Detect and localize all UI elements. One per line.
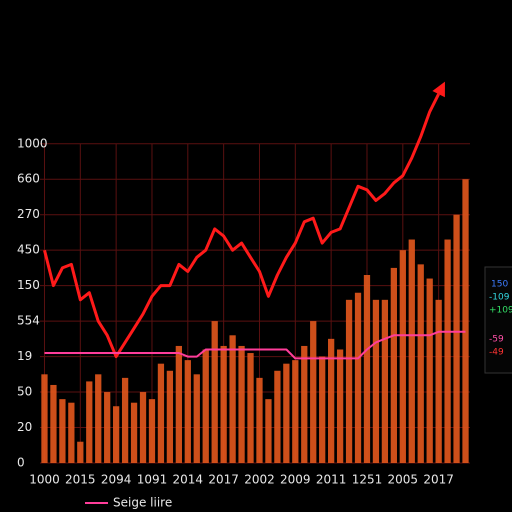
bar: [130, 402, 138, 463]
bar: [319, 356, 326, 463]
bar: [354, 292, 362, 463]
y-tick-label: 19: [17, 349, 32, 363]
y-tick-label: 20: [17, 420, 32, 434]
side-panel: 150 -109 +109 -59 -49: [484, 266, 512, 374]
bar: [408, 239, 415, 463]
bar: [462, 179, 469, 463]
x-tick-label: 1000: [29, 473, 60, 487]
side-box: [484, 266, 512, 374]
bar: [256, 377, 263, 463]
x-tick-label: 2017: [423, 473, 454, 487]
bar: [328, 338, 335, 463]
y-tick-label: 660: [17, 172, 40, 186]
bar: [381, 299, 389, 463]
x-tick-label: 1091: [137, 473, 168, 487]
bar: [86, 381, 93, 463]
bar: [310, 321, 317, 463]
bar: [148, 399, 156, 463]
bar: [417, 264, 424, 463]
bar: [41, 374, 48, 463]
lines: [43, 81, 466, 360]
bar: [104, 392, 111, 463]
bar: [175, 345, 182, 463]
legend: Seige liire: [85, 496, 172, 510]
x-tick-label: 2005: [388, 473, 419, 487]
bar: [390, 267, 397, 463]
y-tick-label: 450: [17, 243, 40, 257]
x-tick-label: 2002: [244, 473, 275, 487]
bar: [372, 299, 380, 463]
arrow-head: [432, 81, 445, 98]
x-tick-label: 2015: [65, 473, 96, 487]
line: [43, 93, 440, 359]
bar: [211, 321, 218, 463]
side-label: 150: [491, 280, 508, 290]
bar: [229, 335, 236, 463]
bar: [95, 374, 102, 463]
y-tick-label: 1000: [17, 136, 48, 150]
bar: [426, 278, 433, 463]
bar: [399, 250, 406, 463]
y-tick-label: 0: [17, 456, 25, 470]
bar: [292, 360, 299, 463]
line: [44, 330, 466, 360]
bar: [265, 399, 272, 463]
bar: [193, 374, 200, 463]
bar: [453, 214, 460, 463]
bar: [166, 370, 174, 463]
bar: [444, 239, 451, 463]
x-tick-label: 1251: [352, 473, 383, 487]
bar: [247, 353, 254, 463]
bar: [274, 370, 281, 463]
bar: [238, 345, 245, 463]
bar: [77, 441, 84, 463]
side-label: +109: [489, 306, 512, 316]
bar: [157, 363, 165, 463]
bar: [363, 275, 371, 463]
bar: [220, 345, 227, 463]
side-label: -49: [489, 348, 504, 358]
bar: [68, 402, 75, 463]
bar: [202, 349, 209, 463]
x-tick-label: 2009: [280, 473, 311, 487]
side-label: -109: [489, 293, 510, 303]
y-tick-label: 554: [17, 314, 40, 328]
bar: [50, 384, 57, 463]
bar: [184, 360, 191, 463]
x-tick-label: 2014: [173, 473, 204, 487]
bar: [121, 377, 129, 463]
y-tick-label: 270: [17, 207, 40, 221]
x-tick-label: 2011: [316, 473, 347, 487]
ticks: 0 20 50 19 554 150 450 270 660 1000 1000 2015 2094 10…: [17, 136, 454, 486]
bar: [336, 349, 344, 463]
bar: [435, 299, 442, 463]
bars: [41, 179, 469, 463]
x-tick-label: 2094: [101, 473, 132, 487]
y-tick-label: 150: [17, 278, 40, 292]
bar: [113, 406, 120, 463]
bar: [59, 399, 66, 463]
bar: [283, 363, 290, 463]
side-label: -59: [489, 335, 504, 345]
y-tick-label: 50: [17, 385, 32, 399]
legend-label: Seige liire: [113, 496, 172, 510]
bar: [139, 392, 147, 463]
x-tick-label: 2017: [208, 473, 239, 487]
bar: [345, 299, 353, 463]
bar: [301, 345, 308, 463]
